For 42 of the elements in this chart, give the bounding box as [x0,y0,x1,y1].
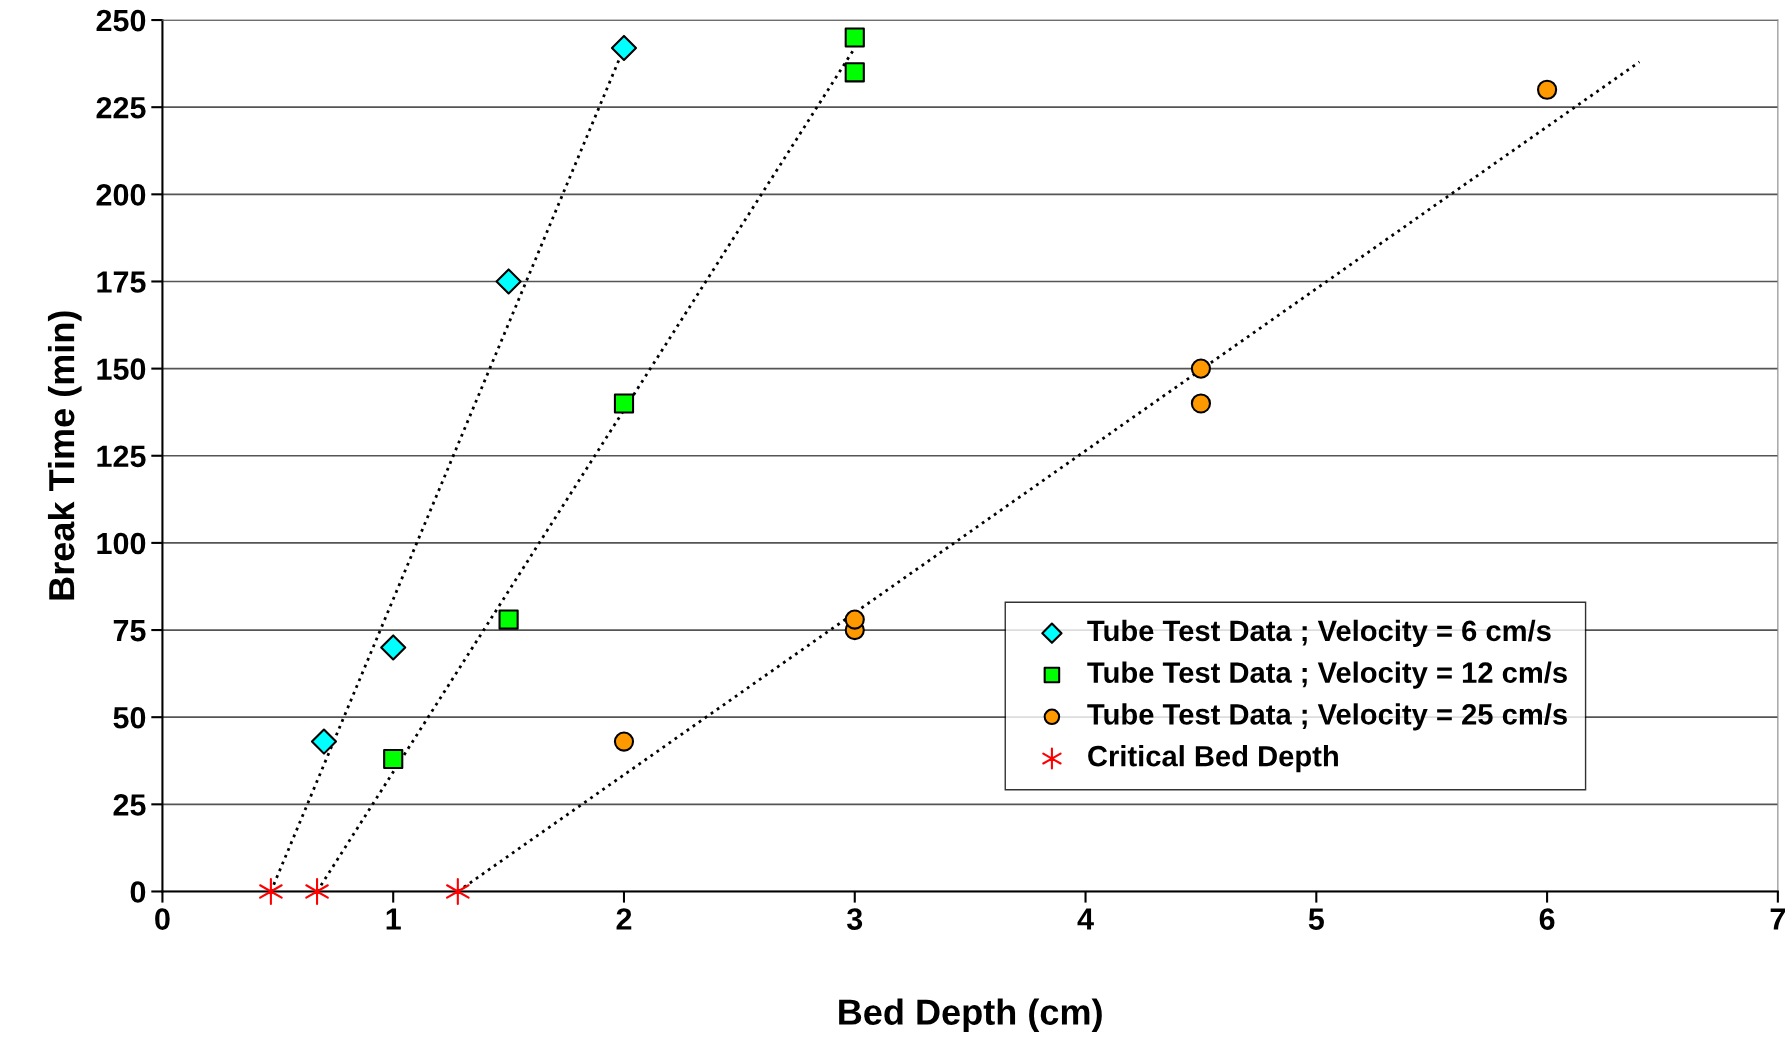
x-tick-label: 4 [1077,908,1094,930]
y-tick-label: 150 [97,358,146,380]
point [1190,393,1212,414]
y-axis-title: Break Time (min) [47,311,82,600]
y-tick-label: 125 [97,445,146,468]
x-tick-label: 2 [616,908,632,930]
x-tick-label: 5 [1308,908,1324,930]
x-axis-title: Bed Depth (cm) [839,998,1102,1033]
point [844,27,865,48]
point [383,748,404,770]
point [1536,79,1558,100]
point [310,728,338,755]
y-tick-label: 50 [113,706,146,729]
y-tick-label: 200 [96,184,146,206]
y-tick-label: 75 [113,620,146,642]
legend-label: Tube Test Data ; Velocity = 6 cm/s [1087,619,1551,647]
point [610,34,638,61]
point [844,62,865,83]
y-tick-label: 25 [113,794,146,816]
point [446,878,470,905]
y-tick-label: 0 [130,881,146,903]
point [380,634,407,661]
point [1190,358,1212,379]
point [844,609,865,630]
legend-label: Critical Bed Depth [1088,745,1338,773]
x-tick-label: 6 [1539,908,1555,930]
point [305,878,329,905]
y-tick-label: 250 [96,9,146,32]
y-tick-label: 175 [97,271,146,293]
point [613,393,635,414]
x-tick-label: 7 [1770,908,1785,930]
legend-label: Tube Test Data ; Velocity = 25 cm/s [1087,703,1567,731]
point [613,731,635,752]
x-tick-label: 1 [386,908,401,930]
legend-label: Tube Test Data ; Velocity = 12 cm/s [1087,661,1567,689]
point [498,609,519,630]
x-tick-label: 0 [155,908,170,930]
point [495,268,522,295]
y-tick-label: 225 [96,96,146,119]
point [259,878,283,905]
x-tick-label: 3 [846,908,863,930]
y-tick-label: 100 [97,532,146,555]
